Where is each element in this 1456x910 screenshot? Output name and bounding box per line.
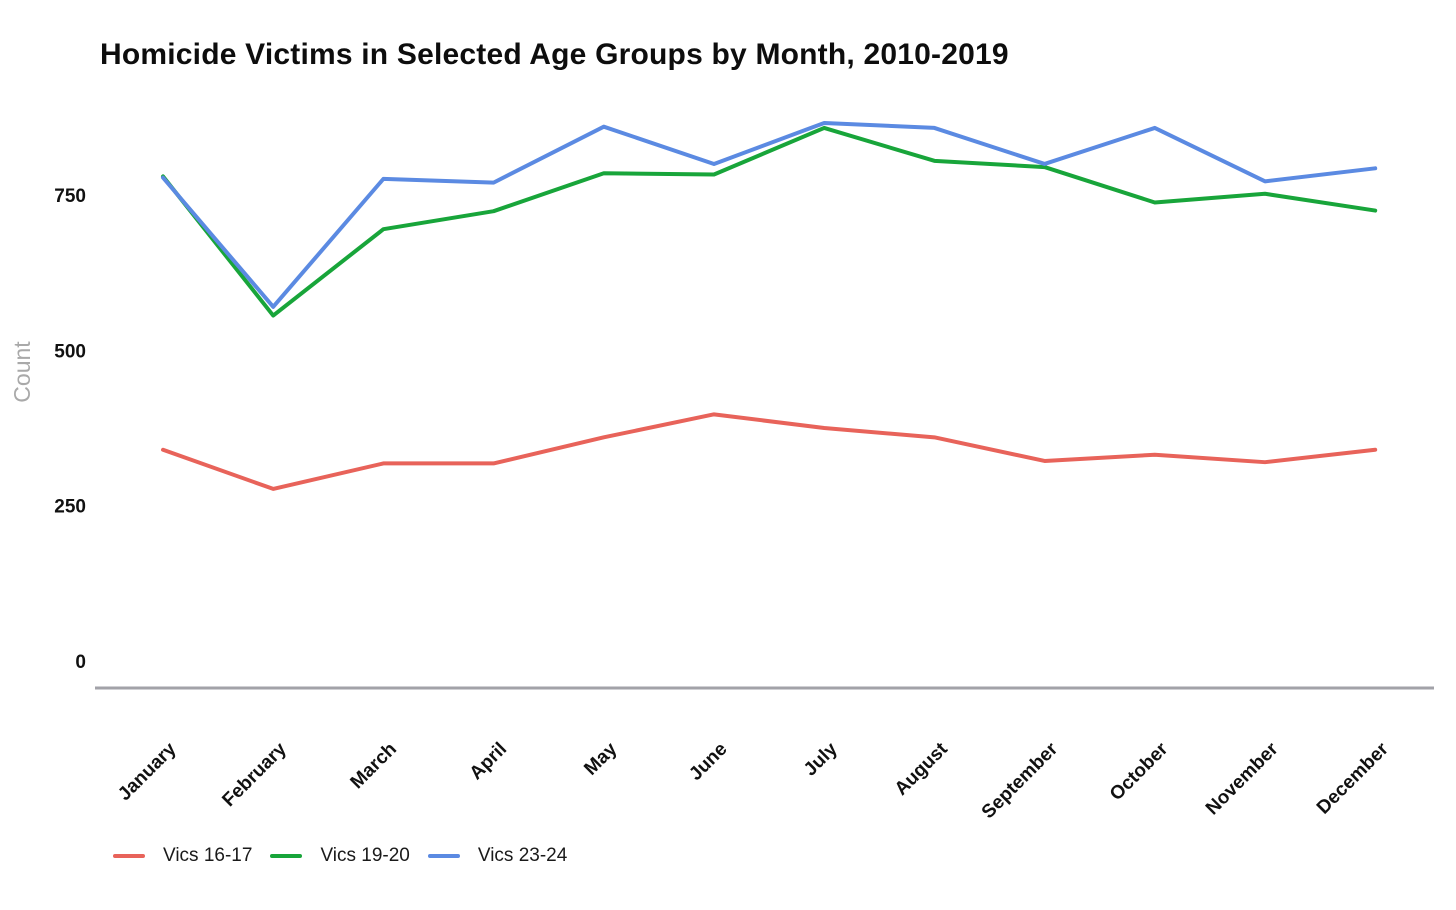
- x-axis-label: June: [685, 739, 731, 785]
- legend-line-swatch: [270, 854, 303, 858]
- legend-line-swatch: [113, 854, 145, 858]
- x-axis-label: November: [1202, 738, 1283, 819]
- x-axis-label: August: [891, 738, 953, 800]
- x-axis-label: July: [800, 738, 842, 780]
- y-tick-label: 750: [54, 186, 86, 207]
- chart-title: Homicide Victims in Selected Age Groups …: [100, 38, 1009, 71]
- x-axis-label: February: [218, 738, 291, 811]
- legend-item: Vics 23-24: [427, 845, 568, 867]
- x-axis-label: September: [978, 738, 1063, 823]
- series-line-vics-16-17: [161, 412, 1378, 491]
- x-axis-label: May: [580, 738, 621, 779]
- legend: Vics 16-17 Vics 19-20 Vics 23-24: [113, 845, 567, 867]
- x-axis-label: October: [1106, 738, 1173, 805]
- legend-item: Vics 16-17: [113, 845, 252, 867]
- legend-label: Vics 19-20: [320, 845, 410, 866]
- legend-item: Vics 19-20: [270, 845, 410, 867]
- series-line-vics-23-24: [161, 120, 1378, 309]
- legend-label: Vics 23-24: [477, 845, 568, 866]
- x-axis-label: April: [466, 739, 511, 784]
- x-axis-label: January: [114, 738, 181, 805]
- legend-label: Vics 16-17: [163, 845, 253, 866]
- y-tick-label: 0: [75, 652, 86, 673]
- x-axis-label: December: [1313, 738, 1393, 818]
- y-tick-label: 250: [54, 497, 86, 518]
- legend-line-swatch: [427, 854, 460, 858]
- y-tick-label: 500: [54, 341, 86, 362]
- x-axis-label: March: [347, 739, 401, 793]
- series-line-vics-19-20: [161, 125, 1378, 318]
- y-axis-title: Count: [9, 341, 35, 403]
